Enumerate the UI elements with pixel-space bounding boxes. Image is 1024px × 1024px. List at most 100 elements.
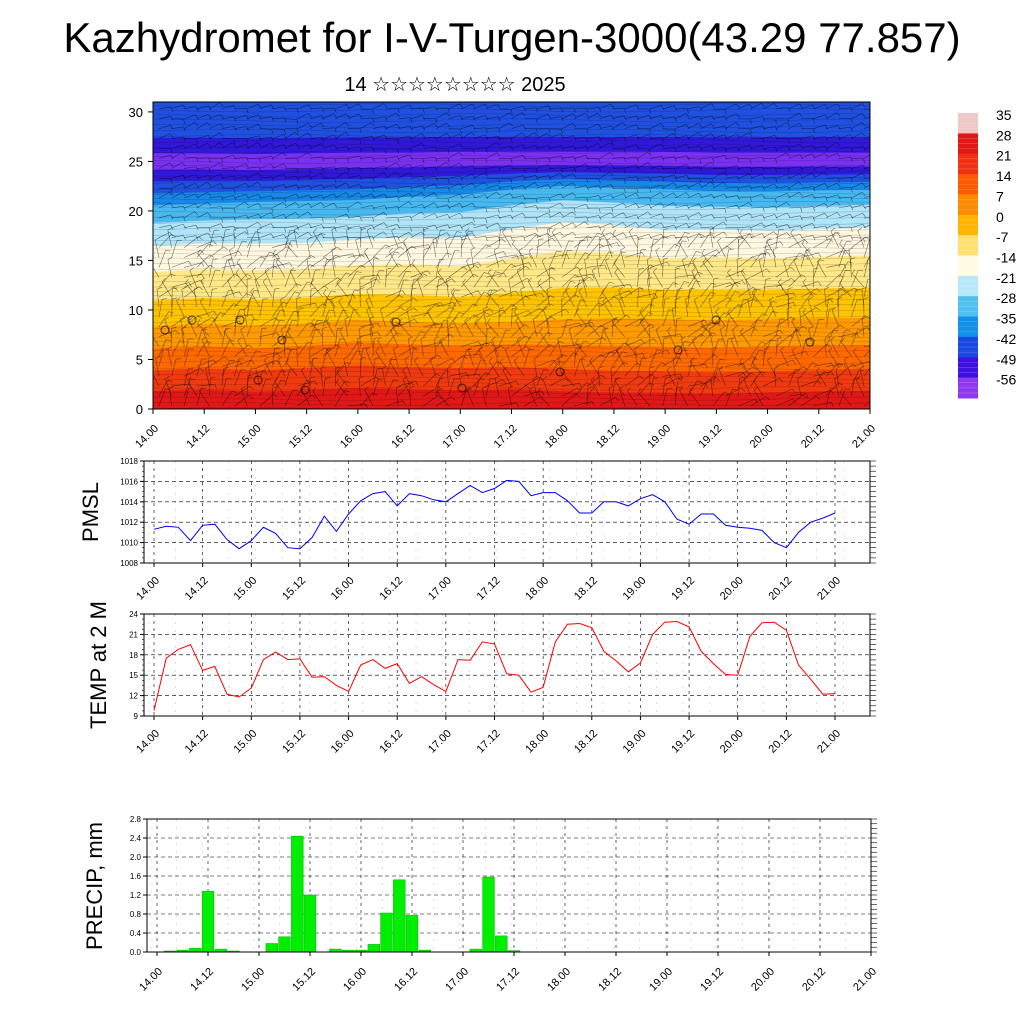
- colorbar-swatch: [958, 336, 978, 358]
- wind-barb-flag: [378, 274, 381, 280]
- wind-barb: [221, 216, 234, 219]
- wind-barb-flag: [692, 262, 696, 268]
- wind-barb-flag: [245, 163, 249, 168]
- wind-barb: [322, 378, 326, 397]
- wind-barb: [826, 324, 840, 337]
- wind-barb-flag: [513, 307, 518, 312]
- isotherm-line: [153, 252, 870, 257]
- wind-barb: [800, 307, 817, 318]
- wind-barb: [536, 212, 548, 219]
- wind-barb-flag: [774, 177, 778, 183]
- wind-barb-flag: [423, 247, 429, 250]
- wind-barb-flag: [317, 319, 323, 322]
- wind-barb: [171, 205, 184, 209]
- wind-barb: [738, 185, 750, 189]
- wind-barb: [360, 193, 372, 199]
- wind-barb: [712, 339, 719, 357]
- wind-barb-flag: [575, 308, 580, 313]
- temperature-band: [153, 416, 870, 419]
- x-tick-label: 15.00: [231, 575, 259, 603]
- wind-barb-flag: [195, 225, 199, 230]
- wind-barb: [448, 203, 460, 209]
- wind-barb-flag: [850, 147, 853, 153]
- wind-barb: [750, 350, 759, 367]
- wind-barb-flag: [623, 148, 626, 154]
- wind-barb: [335, 104, 347, 110]
- wind-barb: [589, 361, 600, 377]
- wind-barb: [473, 103, 485, 110]
- wind-barb: [213, 320, 223, 337]
- wind-barb: [221, 264, 240, 268]
- wind-barb-flag: [557, 336, 563, 340]
- wind-barb-flag: [496, 152, 501, 157]
- wind-barb: [348, 303, 361, 318]
- wind-barb: [493, 249, 500, 268]
- wind-barb: [365, 300, 374, 318]
- wind-barb-flag: [421, 133, 426, 138]
- wind-barb-flag: [723, 312, 729, 315]
- wind-barb-flag: [277, 356, 283, 360]
- wind-barb: [360, 274, 379, 278]
- wind-barb-flag: [636, 176, 639, 182]
- wind-barb: [448, 231, 457, 248]
- wind-barb: [687, 182, 699, 189]
- wind-barb-flag: [335, 254, 341, 258]
- wind-barb: [662, 388, 668, 407]
- wind-barb: [356, 338, 361, 357]
- wind-barb: [158, 224, 171, 229]
- wind-barb: [838, 157, 851, 159]
- wind-barb-flag: [233, 195, 237, 200]
- wind-barb-flag: [790, 228, 795, 234]
- wind-barb: [473, 147, 486, 149]
- wind-barb: [611, 318, 614, 337]
- wind-barb: [481, 388, 487, 407]
- wind-barb-flag: [608, 385, 614, 389]
- wind-barb-flag: [548, 208, 551, 213]
- wind-barb-flag: [532, 316, 538, 320]
- wind-barb: [410, 107, 423, 110]
- wind-barb-flag: [638, 268, 645, 270]
- wind-barb: [158, 214, 171, 219]
- wind-barb: [763, 103, 775, 110]
- wind-barb: [335, 166, 348, 169]
- wind-barb-flag: [559, 202, 564, 207]
- wind-barb: [511, 212, 523, 219]
- x-tick-label: 14.12: [183, 575, 211, 603]
- wind-barb-flag: [420, 331, 426, 334]
- wind-barb-flag: [622, 202, 627, 207]
- wind-barb-flag: [837, 194, 841, 200]
- wind-barb: [473, 182, 485, 189]
- wind-barb-flag: [295, 211, 300, 217]
- wind-barb: [221, 360, 240, 367]
- wind-barb: [649, 143, 662, 149]
- wind-barb-flag: [435, 147, 438, 153]
- wind-barb-flag: [296, 168, 299, 174]
- wind-barb: [410, 211, 422, 219]
- wind-barb: [620, 249, 626, 268]
- wind-barb-flag: [535, 175, 539, 180]
- wind-barb: [624, 176, 637, 179]
- wind-barb: [486, 207, 499, 209]
- colorbar-label: -35: [996, 311, 1016, 327]
- wind-barb: [184, 166, 197, 169]
- wind-barb: [700, 204, 712, 209]
- wind-barb: [259, 265, 274, 278]
- wind-barb-flag: [758, 257, 764, 261]
- colorbar-label: -56: [996, 372, 1016, 388]
- wind-barb-flag: [741, 280, 746, 285]
- wind-barb: [674, 289, 678, 308]
- wind-barb: [565, 291, 575, 308]
- wind-barb: [209, 230, 215, 248]
- wind-barb-flag: [656, 290, 662, 292]
- wind-barb-flag: [649, 382, 655, 386]
- wind-barb-flag: [372, 117, 375, 123]
- wind-barb: [687, 280, 696, 298]
- wind-barb: [498, 380, 517, 387]
- wind-barb-flag: [451, 396, 456, 401]
- y-tick-label: 1.2: [130, 891, 142, 900]
- wind-barb-flag: [572, 192, 577, 197]
- wind-barb: [739, 361, 751, 377]
- wind-barb-flag: [749, 233, 755, 236]
- series-line: [153, 479, 836, 550]
- wind-barb-flag: [716, 249, 721, 254]
